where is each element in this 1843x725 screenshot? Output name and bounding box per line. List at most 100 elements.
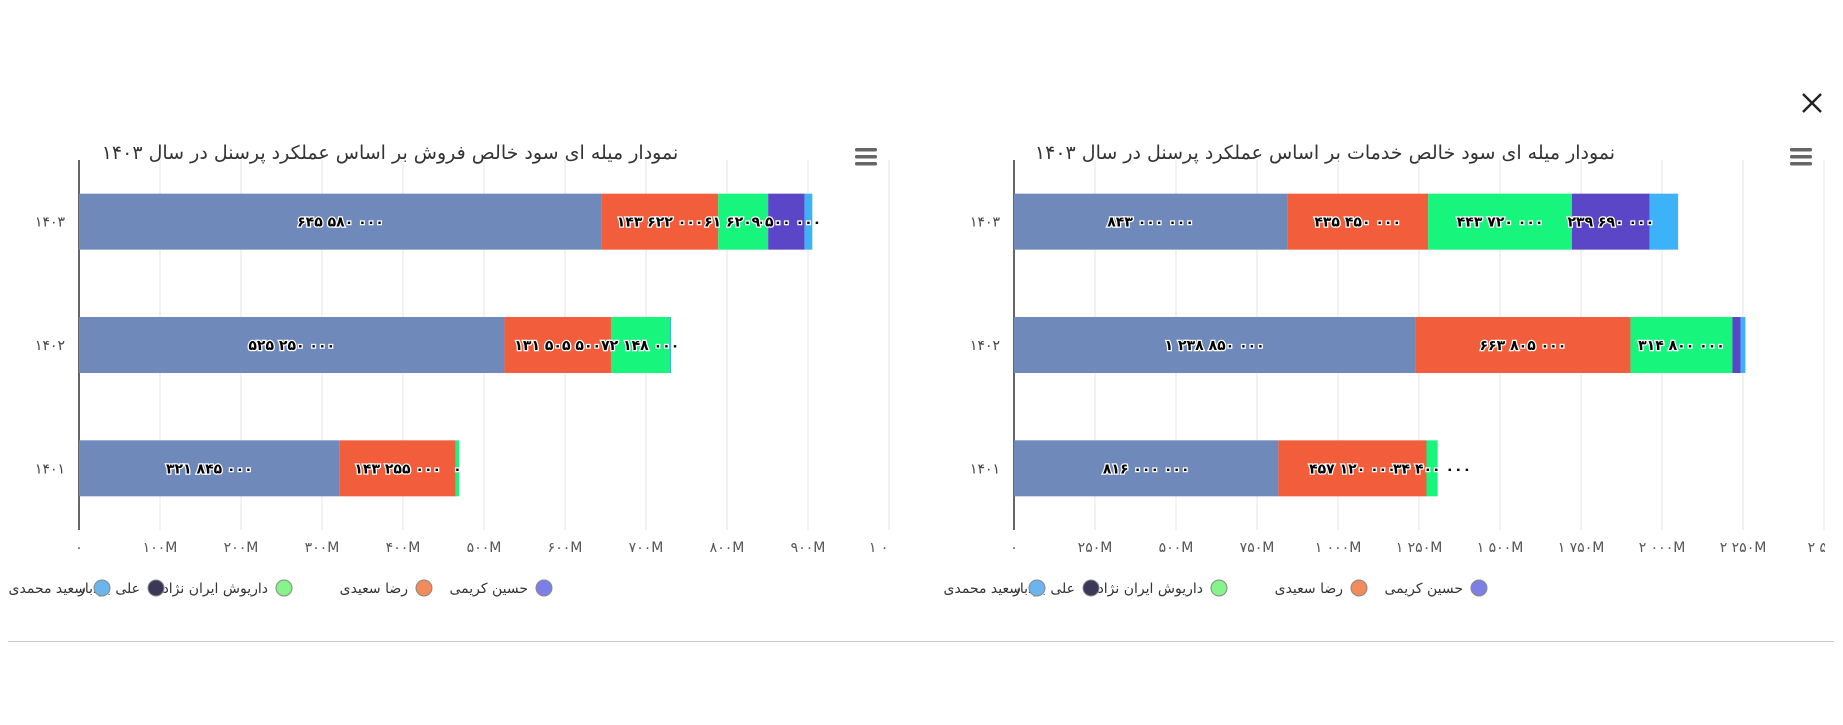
x-tick-label: ۲ ۵... <box>1808 540 1825 556</box>
chart-title: نمودار میله ای سود خالص فروش بر اساس عمل… <box>101 142 679 164</box>
bar-segment[interactable] <box>1287 193 1429 250</box>
bar-segment[interactable] <box>768 193 805 250</box>
legend-item[interactable]: علی بردبار <box>77 579 165 597</box>
bar-segment[interactable] <box>455 440 459 497</box>
bar-segment[interactable] <box>1014 440 1279 497</box>
data-label: ۹ ۵۰۰ ۰۰۰ <box>752 215 822 231</box>
bar-segment[interactable] <box>1014 317 1416 373</box>
legend-item[interactable]: علی بردبار <box>1012 579 1100 597</box>
bar-segment[interactable] <box>79 193 602 250</box>
bar-segment[interactable] <box>669 317 672 373</box>
chart-menu-button[interactable] <box>853 146 881 168</box>
bar-segment[interactable] <box>1630 317 1733 373</box>
x-tick-label: ۵۰۰M <box>467 540 502 556</box>
legend-item[interactable]: حسین کریمی <box>1384 579 1488 597</box>
data-label: ۱ ۲۳۸ ۸۵۰ ۰۰۰ <box>1165 338 1265 354</box>
footer-divider <box>8 641 1834 642</box>
legend-item[interactable]: رضا سعیدی <box>1275 579 1368 597</box>
legend-marker <box>1082 579 1100 597</box>
data-label: ۵۲۵ ۲۵۰ ۰۰۰ <box>248 338 335 354</box>
x-tick-label: ۱ ۲۵۰M <box>1396 540 1443 556</box>
legend-label: حسین کریمی <box>1384 581 1463 597</box>
data-label: ۰ <box>453 461 462 477</box>
x-tick-label: ۷۵۰M <box>1240 540 1275 556</box>
y-tick-label: ۱۴۰۲ <box>35 338 65 354</box>
x-tick-label: ۱ ۰۰... <box>869 540 890 556</box>
legend-marker <box>415 579 433 597</box>
x-tick-label: ۰ <box>75 540 83 556</box>
bar-segment[interactable] <box>79 317 505 373</box>
legend-marker <box>275 579 293 597</box>
legend-item[interactable]: رضا سعیدی <box>340 579 433 597</box>
x-tick-label: ۲۵۰M <box>1078 540 1113 556</box>
x-tick-label: ۲ ۲۵۰M <box>1720 540 1767 556</box>
x-tick-label: ۲۰۰M <box>224 540 259 556</box>
legend-label: داریوش ایران نژاد <box>163 581 268 597</box>
legend-marker <box>535 579 553 597</box>
data-label: ۳۱۴ ۸۰۰ ۰۰۰ <box>1638 338 1725 354</box>
bar-segment[interactable] <box>718 193 769 250</box>
bar-segment[interactable] <box>1014 193 1288 250</box>
y-tick-label: ۱۴۰۱ <box>35 461 65 477</box>
hamburger-menu-icon[interactable] <box>853 146 881 168</box>
close-button[interactable] <box>1797 88 1827 118</box>
bar-segment[interactable] <box>1649 193 1679 250</box>
legend-item[interactable]: داریوش ایران نژاد <box>163 579 293 597</box>
legend-item[interactable]: داریوش ایران نژاد <box>1098 579 1228 597</box>
bar-segment[interactable] <box>339 440 456 497</box>
bar-segment[interactable] <box>1278 440 1427 497</box>
data-label: ۱۴۳ ۶۲۲ ۰۰۰ <box>617 215 704 231</box>
x-tick-label: ۸۰۰M <box>710 540 745 556</box>
legend-marker <box>1350 579 1368 597</box>
data-label: ۱۳۱ ۵۰۵ ۵۰۰ <box>514 338 601 354</box>
y-tick-label: ۱۴۰۲ <box>970 338 1000 354</box>
bar-segment[interactable] <box>504 317 611 373</box>
bar-segment[interactable] <box>1571 193 1650 250</box>
y-tick-label: ۱۴۰۳ <box>35 215 66 231</box>
x-tick-label: ۱ ۰۰۰M <box>1315 540 1362 556</box>
data-label: ۶۴۵ ۵۸۰ ۰۰۰ <box>297 215 384 231</box>
chart-menu-button[interactable] <box>1788 146 1816 168</box>
bar-segment[interactable] <box>1415 317 1631 373</box>
legend-marker <box>1028 579 1046 597</box>
data-label: ۴۳۵ ۴۵۰ ۰۰۰ <box>1314 215 1401 231</box>
data-label: ۳۴ ۴۰۰ ۰۰۰ <box>1393 461 1471 477</box>
legend-item[interactable]: حسین کریمی <box>449 579 553 597</box>
x-tick-label: ۴۰۰M <box>386 540 421 556</box>
legend-label: سعید محمدی <box>944 581 1021 597</box>
legend-label: رضا سعیدی <box>340 581 408 597</box>
bar-segment[interactable] <box>1740 317 1746 373</box>
data-label: ۶۶۳ ۸۰۵ ۰۰۰ <box>1480 338 1567 354</box>
legend-marker <box>93 579 111 597</box>
close-icon[interactable] <box>1797 88 1827 118</box>
data-label: ۳۲۱ ۸۴۵ ۰۰۰ <box>166 461 253 477</box>
legend-label: حسین کریمی <box>449 581 528 597</box>
legend-marker <box>1470 579 1488 597</box>
bar-segment[interactable] <box>1732 317 1741 373</box>
services-profit-chart-panel: نمودار میله ای سود خالص خدمات بر اساس عم… <box>935 130 1825 630</box>
bar-segment[interactable] <box>1428 193 1572 250</box>
hamburger-menu-icon[interactable] <box>1788 146 1816 168</box>
legend-label: داریوش ایران نژاد <box>1098 581 1203 597</box>
x-tick-label: ۰ <box>1010 540 1018 556</box>
x-tick-label: ۱۰۰M <box>143 540 178 556</box>
bar-segment[interactable] <box>804 193 813 250</box>
data-label: ۲۳۹ ۶۹۰ ۰۰۰ <box>1567 215 1654 231</box>
legend-item[interactable]: سعید محمدی <box>9 579 111 597</box>
y-tick-label: ۱۴۰۱ <box>970 461 1000 477</box>
data-label: ۴۴۳ ۷۲۰ ۰۰۰ <box>1457 215 1544 231</box>
bar-segment[interactable] <box>1426 440 1438 497</box>
data-label: ۶۱ ۶۲۰ ۰۰۰ <box>704 215 782 231</box>
legend-item[interactable]: سعید محمدی <box>944 579 1046 597</box>
bar-segment[interactable] <box>79 440 340 497</box>
bar-segment[interactable] <box>610 317 670 373</box>
legend-marker <box>147 579 165 597</box>
bar-chart: ۰ ۲۵۰M ۵۰۰M ۷۵۰M ۱ ۰۰۰M ۱ ۲۵۰M ۱ ۵۰۰M ۱ ۷۵۰M ۲ ۰… <box>944 160 1825 597</box>
x-tick-label: ۱ ۷۵۰M <box>1558 540 1605 556</box>
bar-segment[interactable] <box>601 193 719 250</box>
bar-chart: ۰ ۱۰۰M ۲۰۰M ۳۰۰M ۴۰۰M ۵۰۰M ۶۰۰M ۷۰۰M ۸۰۰M ۹۰۰M ۱ ۰… <box>9 160 890 597</box>
x-tick-label: ۱ ۵۰۰M <box>1477 540 1524 556</box>
x-tick-label: ۵۰۰M <box>1159 540 1194 556</box>
x-tick-label: ۹۰۰M <box>791 540 826 556</box>
legend-label: سعید محمدی <box>9 581 86 597</box>
